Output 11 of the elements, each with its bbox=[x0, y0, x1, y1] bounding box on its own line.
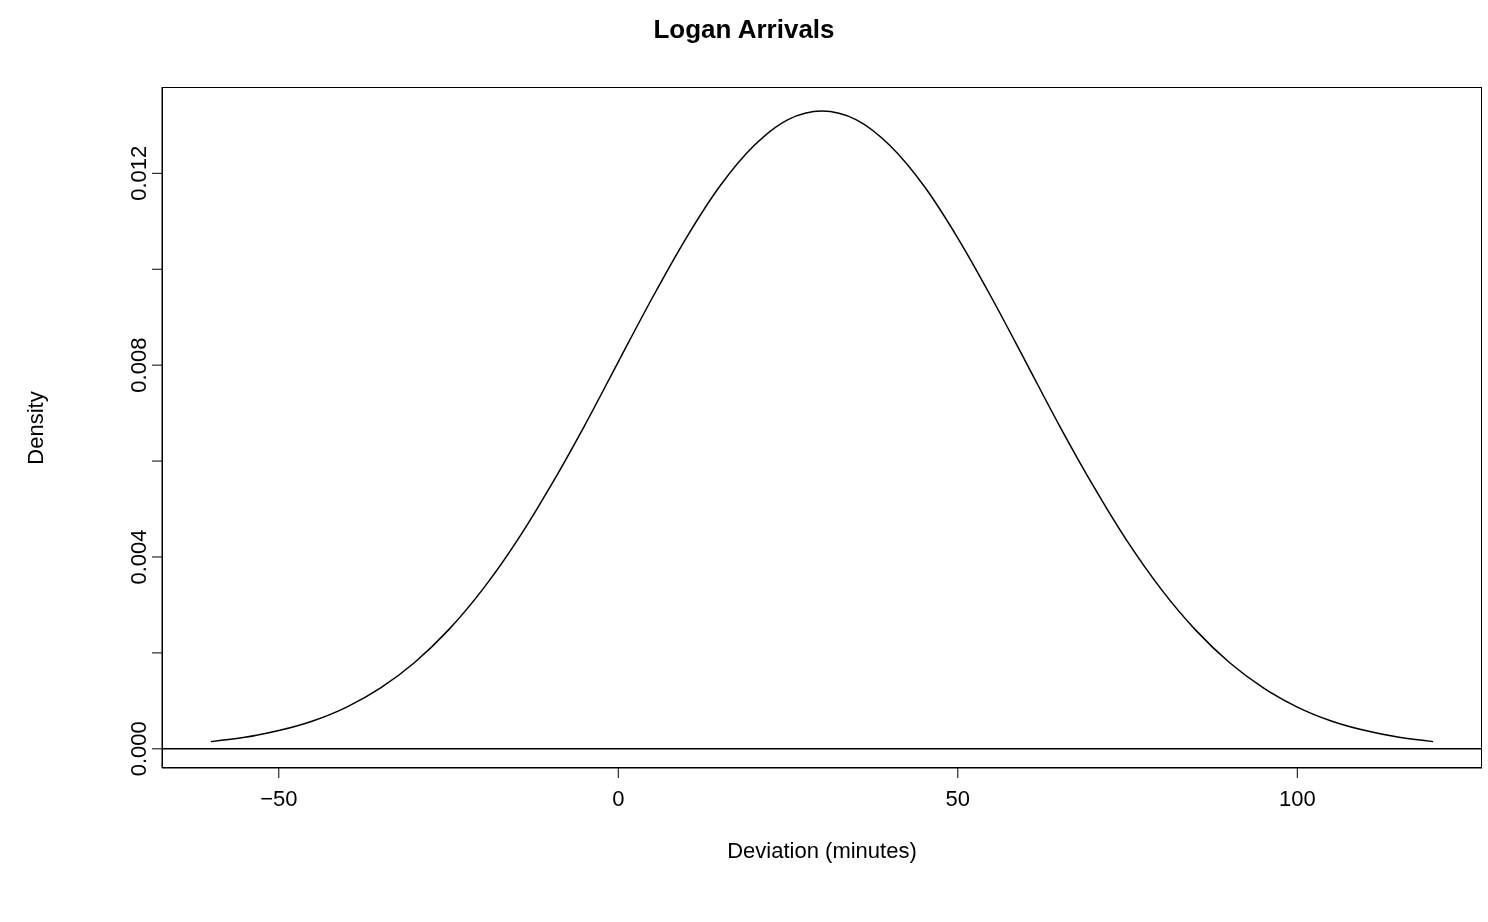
x-tick-label: 0 bbox=[612, 785, 625, 811]
x-axis-title: Deviation (minutes) bbox=[726, 838, 918, 864]
y-axis-title: Density bbox=[23, 390, 49, 465]
y-tick-label: 0.000 bbox=[126, 721, 151, 777]
x-tick-label: 50 bbox=[945, 785, 971, 811]
x-tick-label: −50 bbox=[260, 785, 298, 811]
y-tick-label: 0.004 bbox=[126, 529, 151, 585]
x-tick-label: 100 bbox=[1278, 785, 1316, 811]
y-tick-label: 0.008 bbox=[126, 337, 151, 393]
y-tick-label: 0.012 bbox=[126, 145, 151, 201]
chart-title: Logan Arrivals bbox=[652, 14, 836, 45]
